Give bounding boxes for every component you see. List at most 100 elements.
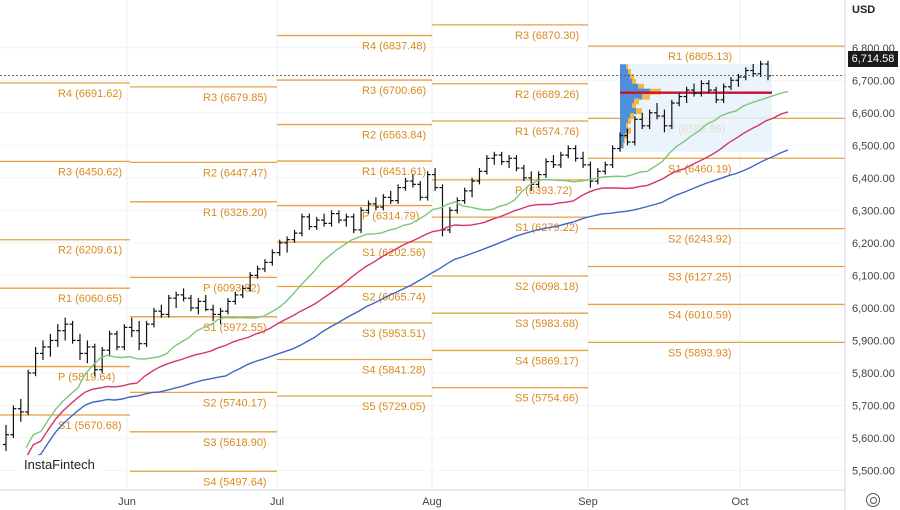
ohlc-bar (454, 197, 461, 214)
ohlc-bar (380, 194, 387, 211)
volume-profile-bar (620, 98, 634, 105)
volume-profile-bar-sell (642, 93, 650, 100)
volume-profile-bar (620, 127, 628, 134)
ohlc-bar (402, 177, 409, 191)
ohlc-bar (136, 320, 143, 351)
ohlc-bar (550, 155, 557, 169)
volume-profile-bar (620, 137, 624, 144)
volume-profile-bar (620, 78, 632, 85)
y-tick-label: 6,500.00 (852, 140, 895, 152)
ohlc-bar (750, 64, 757, 78)
y-tick-label: 5,800.00 (852, 368, 895, 380)
ohlc-bar (572, 145, 579, 162)
pivot-level-label: R3 (6450.62) (58, 166, 122, 178)
watermark-logo: InstaFintech (18, 455, 101, 474)
ohlc-bar (587, 161, 594, 188)
ma-slow-line (25, 149, 789, 471)
pivot-level-label: R1 (6451.61) (362, 166, 426, 178)
ohlc-bar (321, 213, 328, 227)
ohlc-bar (483, 155, 490, 175)
ohlc-bar (217, 307, 224, 325)
pivot-level-label: P (6093.82) (203, 282, 260, 294)
x-tick-label: Oct (731, 496, 748, 508)
ohlc-bar (535, 171, 542, 188)
pivot-level-label: R2 (6689.26) (515, 89, 579, 101)
y-tick-label: 6,100.00 (852, 270, 895, 282)
ohlc-bar (143, 320, 150, 347)
volume-profile-bar (620, 64, 626, 71)
ohlc-bar (506, 155, 513, 169)
ohlc-bar (617, 132, 624, 152)
pivot-level-label: R3 (6700.66) (362, 85, 426, 97)
ohlc-bar (646, 109, 653, 130)
ohlc-bar (565, 145, 572, 159)
ohlc-bar (335, 210, 342, 224)
ohlc-bar (3, 424, 9, 451)
ohlc-bar (631, 116, 638, 146)
pivot-level-label: S2 (6098.18) (515, 281, 579, 293)
pivot-level-label: S1 (6460.19) (668, 163, 732, 175)
ohlc-bar (158, 304, 165, 318)
ohlc-bar (328, 210, 335, 227)
volume-profile-bar (620, 113, 630, 120)
pivot-level-label: S4 (5841.28) (362, 365, 426, 377)
pivot-level-label: S3 (5953.51) (362, 328, 426, 340)
volume-profile-bar-sell (628, 69, 631, 76)
y-tick-label: 5,600.00 (852, 433, 895, 445)
ma-mid-line (25, 111, 789, 458)
pivot-level-label: P (6393.72) (515, 185, 572, 197)
ohlc-bar (121, 324, 128, 351)
ohlc-bar (165, 294, 172, 318)
ohlc-bar (409, 174, 416, 188)
ohlc-bar (498, 151, 505, 165)
ohlc-bar (195, 298, 202, 315)
volume-profile-bar-sell (630, 113, 634, 120)
y-tick-label: 5,900.00 (852, 335, 895, 347)
ohlc-bar (580, 151, 587, 169)
volume-profile-bar (620, 93, 642, 100)
pivot-level-label: R1 (6574.76) (515, 126, 579, 138)
pivot-level-label: S2 (5740.17) (203, 397, 267, 409)
ohlc-bar (17, 398, 24, 422)
last-price-tag: 6,714.58 (848, 51, 898, 67)
settings-icon[interactable] (866, 493, 880, 507)
y-tick-label: 6,000.00 (852, 303, 895, 315)
ohlc-bar (261, 259, 268, 273)
x-tick-label: Sep (578, 496, 598, 508)
ohlc-bar (520, 164, 527, 182)
pivot-level-label: S5 (5729.05) (362, 401, 426, 413)
pivot-level-label: S1 (5670.68) (58, 420, 122, 432)
ohlc-bar (298, 213, 305, 237)
y-tick-label: 5,700.00 (852, 400, 895, 412)
ohlc-bar (173, 291, 180, 308)
volume-profile-bar-sell (638, 83, 644, 90)
ohlc-bar (284, 236, 291, 253)
volume-profile-area (620, 64, 772, 152)
ohlc-bar (698, 80, 705, 97)
ohlc-bar (432, 168, 439, 191)
pivot-level-label: S4 (5869.17) (515, 355, 579, 367)
ohlc-bar (150, 307, 157, 328)
pivot-level-label: S1 (6202.56) (362, 247, 426, 259)
volume-profile-bar-sell (626, 64, 628, 71)
ohlc-bar (62, 317, 69, 341)
ohlc-bar (387, 190, 394, 204)
ohlc-bar (276, 239, 283, 256)
ohlc-bar (476, 168, 483, 185)
pivot-level-label: S2 (6243.92) (668, 234, 732, 246)
volume-profile-bar (620, 122, 626, 129)
ohlc-bar (757, 60, 764, 78)
ohlc-bar (705, 80, 712, 94)
ohlc-bar (654, 103, 661, 120)
x-tick-label: Aug (422, 496, 442, 508)
y-tick-label: 5,500.00 (852, 465, 895, 477)
pivot-level-label: S1 (5972.55) (203, 322, 267, 334)
ohlc-bar (624, 129, 631, 146)
ohlc-bar (39, 340, 46, 360)
ohlc-bar (728, 77, 735, 91)
pivot-level-label: R1 (6805.13) (668, 51, 732, 63)
ohlc-bar (247, 272, 254, 292)
volume-profile-bar (620, 74, 630, 81)
pivot-level-label: S5 (5893.93) (668, 347, 732, 359)
